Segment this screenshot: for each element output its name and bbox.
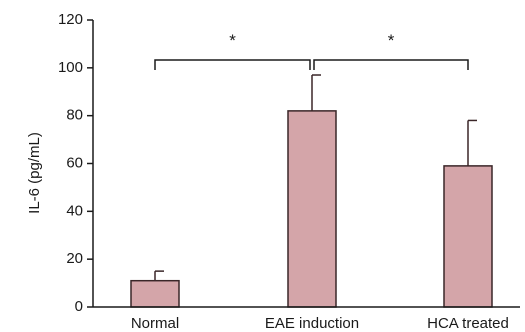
y-tick-label: 0 [75,298,83,315]
significance-bracket [313,59,469,70]
y-tick-label: 80 [66,107,83,124]
x-category-label: Normal [131,315,179,332]
y-tick-label: 120 [58,11,83,28]
y-tick-label: 20 [66,250,83,267]
significance-marker: * [229,31,236,50]
y-tick-label: 40 [66,202,83,219]
bar [443,165,493,308]
y-tick-label: 100 [58,59,83,76]
significance-bracket [154,59,311,70]
y-axis-title: IL-6 (pg/mL) [26,132,43,214]
bar [287,110,337,308]
significance-marker: * [388,31,395,50]
y-tick-label: 60 [66,154,83,171]
x-category-label: HCA treated [427,315,509,332]
x-category-label: EAE induction [265,315,359,332]
bar [130,279,180,308]
